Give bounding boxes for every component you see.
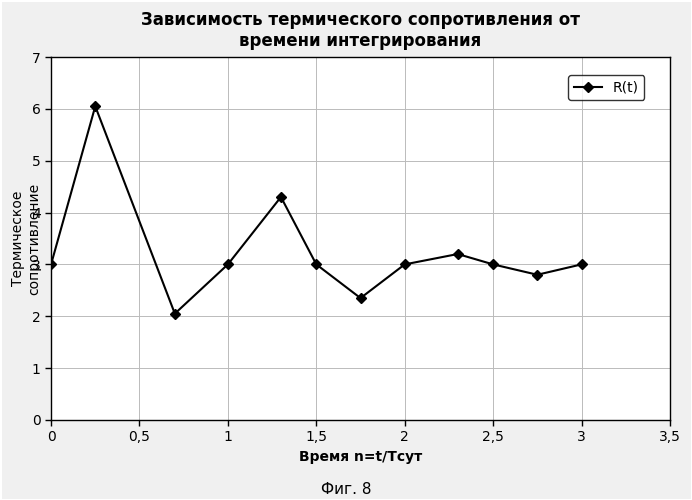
X-axis label: Время n=t/Тсут: Время n=t/Тсут <box>299 450 422 464</box>
R(t) <box>171 310 179 316</box>
R(t) <box>47 262 55 268</box>
R(t) <box>401 262 409 268</box>
R(t) <box>454 251 462 257</box>
R(t) <box>533 272 541 278</box>
Title: Зависимость термического сопротивления от
времени интегрирования: Зависимость термического сопротивления о… <box>141 11 580 50</box>
Legend: R(t): R(t) <box>568 75 644 100</box>
R(t) <box>577 262 585 268</box>
Y-axis label: Термическое
сопротивление: Термическое сопротивление <box>11 182 42 294</box>
R(t) <box>489 262 498 268</box>
R(t) <box>356 295 365 301</box>
Text: Фиг. 8: Фиг. 8 <box>321 482 371 498</box>
R(t) <box>312 262 320 268</box>
R(t) <box>224 262 232 268</box>
R(t) <box>91 104 100 110</box>
Line: R(t): R(t) <box>48 103 585 317</box>
R(t) <box>277 194 285 200</box>
